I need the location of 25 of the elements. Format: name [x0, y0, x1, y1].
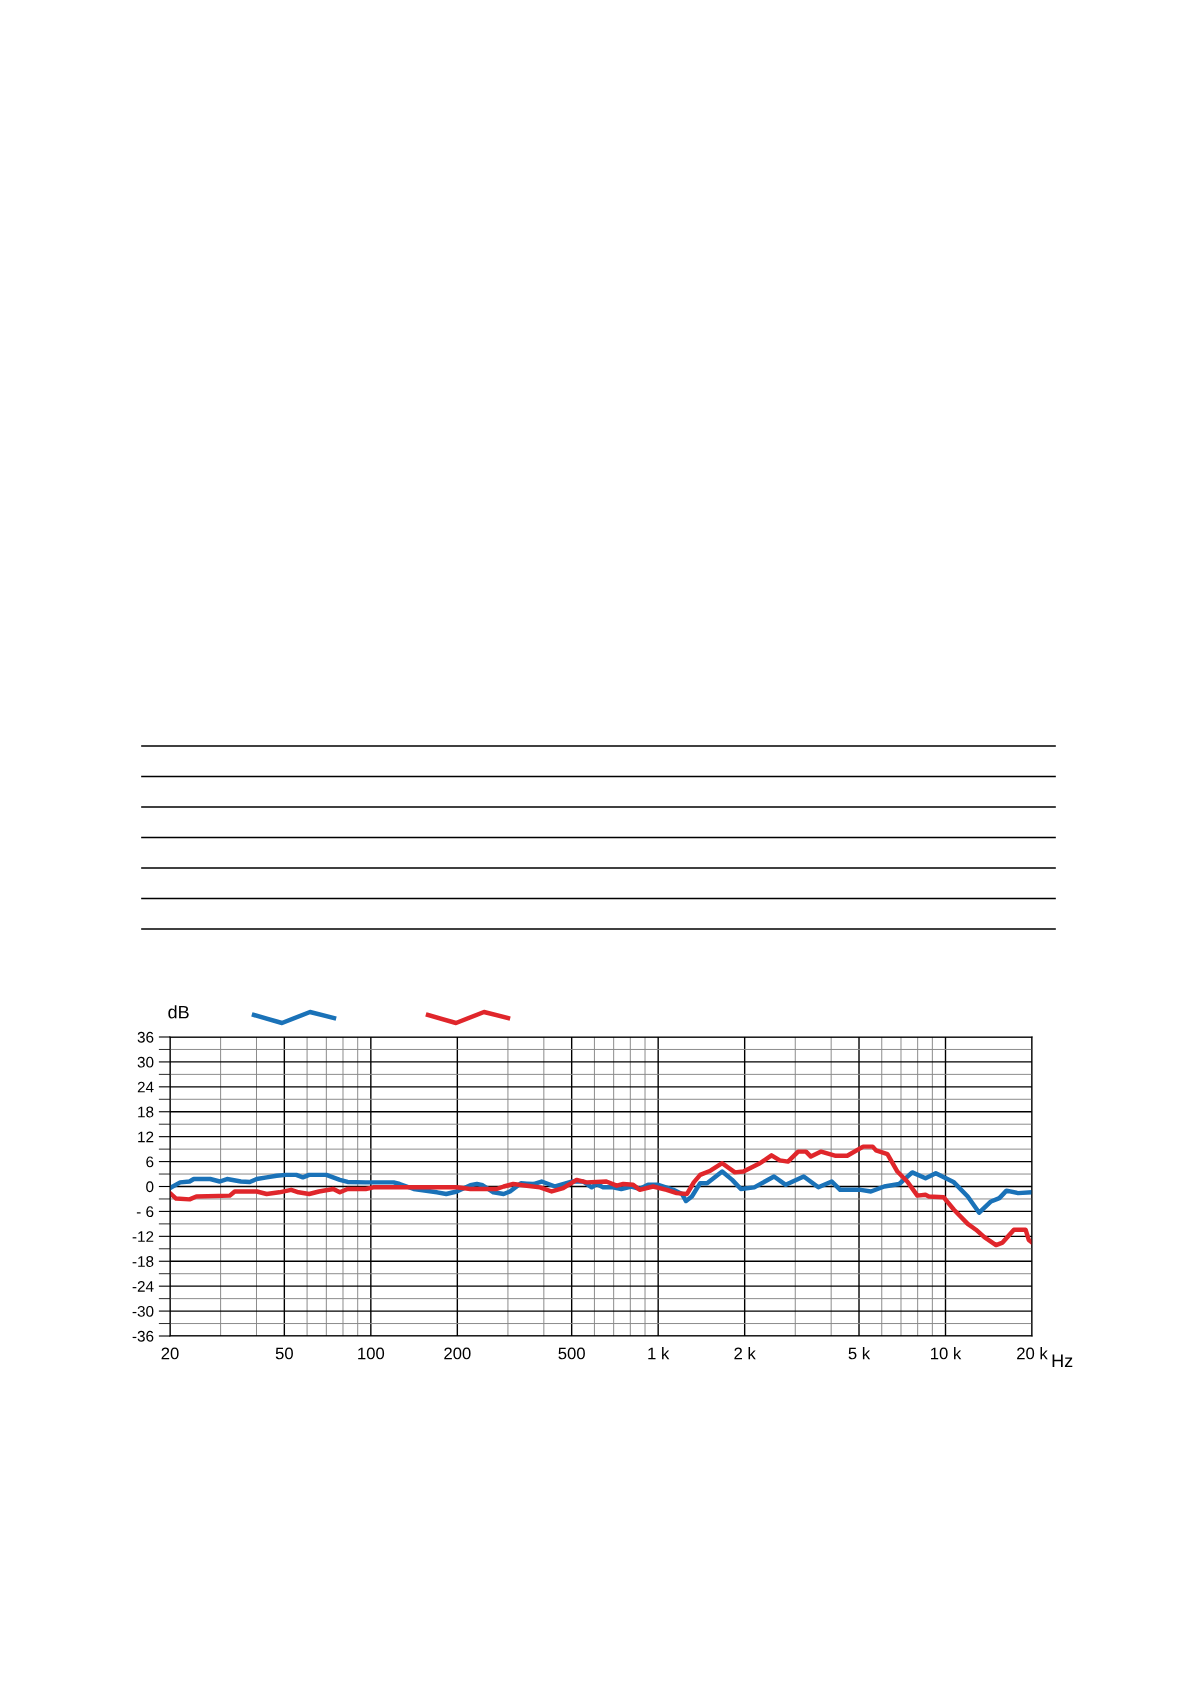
x-tick-label: 500 [558, 1347, 585, 1360]
y-tick-label: 36 [137, 1031, 154, 1043]
y-tick-label: -12 [132, 1231, 154, 1242]
y-tick-label: -36 [132, 1330, 154, 1342]
x-tick-label: 10 k [931, 1347, 962, 1360]
y-tick-label: -30 [132, 1305, 154, 1317]
y-tick-label: 6 [146, 1156, 154, 1168]
y-axis-title: dB [168, 1005, 189, 1019]
y-tick-label: -18 [132, 1256, 154, 1267]
y-tick-label: 0 [146, 1181, 154, 1193]
y-tick-label: 24 [137, 1081, 154, 1093]
y-tick-label: -24 [132, 1281, 154, 1292]
x-tick-label: 20 k [1017, 1347, 1048, 1360]
x-tick-label: 50 [275, 1347, 293, 1360]
y-tick-label: 18 [138, 1106, 154, 1118]
y-tick-label: - 6 [136, 1206, 154, 1218]
x-tick-label: 5 k [848, 1347, 871, 1360]
x-tick-label: 20 [161, 1347, 179, 1360]
x-axis-title: Hz [1052, 1354, 1073, 1368]
x-tick-label: 2 k [734, 1347, 756, 1360]
x-tick-label: 1 k [648, 1347, 670, 1360]
y-tick-label: 30 [137, 1056, 154, 1068]
y-tick-label: 12 [138, 1131, 154, 1143]
x-tick-label: 100 [358, 1347, 385, 1360]
x-tick-label: 200 [444, 1347, 471, 1360]
